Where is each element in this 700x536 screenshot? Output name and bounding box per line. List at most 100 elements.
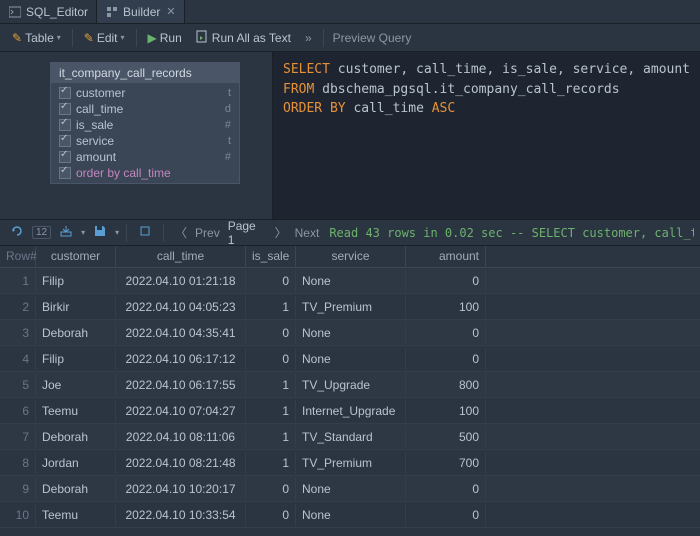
edit-menu[interactable]: ✎ Edit ▾ [78, 29, 131, 47]
col-header-amount[interactable]: amount [406, 246, 486, 267]
cell-customer[interactable]: Joe [36, 374, 116, 396]
cell-calltime[interactable]: 2022.04.10 04:05:23 [116, 296, 246, 318]
table-row[interactable]: 10Teemu2022.04.10 10:33:540None0 [0, 502, 700, 528]
cell-service[interactable]: TV_Standard [296, 426, 406, 448]
cell-customer[interactable]: Deborah [36, 322, 116, 344]
refresh-button[interactable] [6, 222, 28, 243]
cell-amount[interactable]: 100 [406, 400, 486, 422]
cell-service[interactable]: TV_Upgrade [296, 374, 406, 396]
cell-issale[interactable]: 1 [246, 374, 296, 396]
cell-issale[interactable]: 1 [246, 452, 296, 474]
cell-amount[interactable]: 500 [406, 426, 486, 448]
cell-amount[interactable]: 700 [406, 452, 486, 474]
cell-service[interactable]: None [296, 504, 406, 526]
cell-issale[interactable]: 0 [246, 504, 296, 526]
field-row[interactable]: servicet [51, 133, 239, 149]
checkbox-icon[interactable] [59, 87, 71, 99]
checkbox-icon[interactable] [59, 167, 71, 179]
table-row[interactable]: 3Deborah2022.04.10 04:35:410None0 [0, 320, 700, 346]
cell-issale[interactable]: 1 [246, 296, 296, 318]
checkbox-icon[interactable] [59, 135, 71, 147]
export-button[interactable] [55, 222, 77, 243]
orderby-row[interactable]: order by call_time [51, 165, 239, 181]
cell-issale[interactable]: 0 [246, 322, 296, 344]
cell-calltime[interactable]: 2022.04.10 10:33:54 [116, 504, 246, 526]
cell-customer[interactable]: Filip [36, 270, 116, 292]
table-row[interactable]: 8Jordan2022.04.10 08:21:481TV_Premium700 [0, 450, 700, 476]
sql-preview[interactable]: SELECT customer, call_time, is_sale, ser… [273, 52, 700, 219]
col-header-service[interactable]: service [296, 246, 406, 267]
cell-service[interactable]: None [296, 348, 406, 370]
cell-amount[interactable]: 100 [406, 296, 486, 318]
field-row[interactable]: amount# [51, 149, 239, 165]
table-menu[interactable]: ✎ Table ▾ [6, 29, 67, 47]
cell-issale[interactable]: 1 [246, 426, 296, 448]
cell-amount[interactable]: 0 [406, 270, 486, 292]
entity-table[interactable]: it_company_call_records customert call_t… [50, 62, 240, 184]
cell-calltime[interactable]: 2022.04.10 07:04:27 [116, 400, 246, 422]
table-row[interactable]: 2Birkir2022.04.10 04:05:231TV_Premium100 [0, 294, 700, 320]
cell-service[interactable]: Internet_Upgrade [296, 400, 406, 422]
field-row[interactable]: customert [51, 85, 239, 101]
field-row[interactable]: is_sale# [51, 117, 239, 133]
col-header-calltime[interactable]: call_time [116, 246, 246, 267]
cell-calltime[interactable]: 2022.04.10 08:11:06 [116, 426, 246, 448]
chevron-down-icon[interactable]: ▾ [115, 228, 119, 237]
tab-builder[interactable]: Builder ✕ [97, 0, 185, 23]
cell-service[interactable]: TV_Premium [296, 452, 406, 474]
table-row[interactable]: 4Filip2022.04.10 06:17:120None0 [0, 346, 700, 372]
checkbox-icon[interactable] [59, 119, 71, 131]
table-row[interactable]: 9Deborah2022.04.10 10:20:170None0 [0, 476, 700, 502]
run-button[interactable]: ▶ Run [142, 29, 188, 47]
cell-customer[interactable]: Jordan [36, 452, 116, 474]
more-button[interactable]: » [299, 29, 318, 47]
cell-amount[interactable]: 0 [406, 348, 486, 370]
run-all-button[interactable]: Run All as Text [190, 28, 297, 48]
checkbox-icon[interactable] [59, 103, 71, 115]
field-row[interactable]: call_timed [51, 101, 239, 117]
cell-calltime[interactable]: 2022.04.10 10:20:17 [116, 478, 246, 500]
cell-calltime[interactable]: 2022.04.10 06:17:55 [116, 374, 246, 396]
cell-calltime[interactable]: 2022.04.10 06:17:12 [116, 348, 246, 370]
max-rows-button[interactable]: 12 [32, 226, 51, 239]
cell-amount[interactable]: 0 [406, 504, 486, 526]
cell-issale[interactable]: 0 [246, 478, 296, 500]
checkbox-icon[interactable] [59, 151, 71, 163]
prev-page-button[interactable]: 〈 [171, 222, 191, 243]
table-row[interactable]: 1Filip2022.04.10 01:21:180None0 [0, 268, 700, 294]
cell-calltime[interactable]: 2022.04.10 04:35:41 [116, 322, 246, 344]
cell-customer[interactable]: Deborah [36, 478, 116, 500]
next-label[interactable]: Next [295, 226, 320, 240]
col-header-issale[interactable]: is_sale [246, 246, 296, 267]
cell-customer[interactable]: Deborah [36, 426, 116, 448]
cell-service[interactable]: TV_Premium [296, 296, 406, 318]
cell-amount[interactable]: 0 [406, 322, 486, 344]
cell-customer[interactable]: Teemu [36, 504, 116, 526]
table-row[interactable]: 5Joe2022.04.10 06:17:551TV_Upgrade800 [0, 372, 700, 398]
cell-issale[interactable]: 1 [246, 400, 296, 422]
cell-amount[interactable]: 800 [406, 374, 486, 396]
chevron-down-icon[interactable]: ▾ [81, 228, 85, 237]
close-icon[interactable]: ✕ [166, 5, 175, 18]
cell-calltime[interactable]: 2022.04.10 08:21:48 [116, 452, 246, 474]
next-page-button[interactable]: 〉 [271, 222, 291, 243]
save-button[interactable] [89, 222, 111, 243]
cell-issale[interactable]: 0 [246, 270, 296, 292]
table-row[interactable]: 6Teemu2022.04.10 07:04:271Internet_Upgra… [0, 398, 700, 424]
cell-customer[interactable]: Birkir [36, 296, 116, 318]
col-header-customer[interactable]: customer [36, 246, 116, 267]
cell-issale[interactable]: 0 [246, 348, 296, 370]
cell-service[interactable]: None [296, 478, 406, 500]
crop-button[interactable] [134, 222, 156, 243]
cell-amount[interactable]: 0 [406, 478, 486, 500]
cell-customer[interactable]: Filip [36, 348, 116, 370]
table-row[interactable]: 7Deborah2022.04.10 08:11:061TV_Standard5… [0, 424, 700, 450]
cell-customer[interactable]: Teemu [36, 400, 116, 422]
col-header-rownum[interactable]: Row# [0, 246, 36, 267]
tab-sql-editor[interactable]: SQL_Editor [0, 0, 97, 23]
cell-service[interactable]: None [296, 270, 406, 292]
cell-calltime[interactable]: 2022.04.10 01:21:18 [116, 270, 246, 292]
cell-service[interactable]: None [296, 322, 406, 344]
prev-label[interactable]: Prev [195, 226, 220, 240]
entity-header[interactable]: it_company_call_records [51, 63, 239, 83]
